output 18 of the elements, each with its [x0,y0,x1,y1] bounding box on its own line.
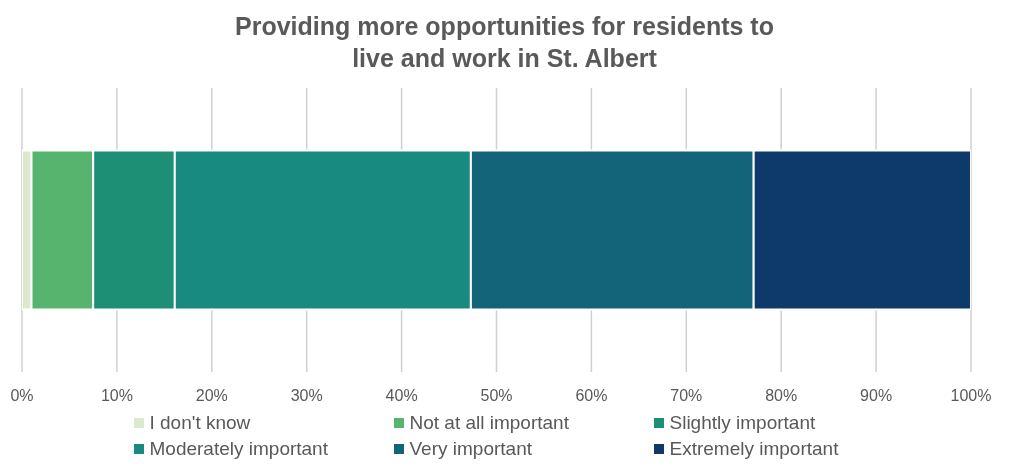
legend-label: I don't know [149,412,251,434]
legend-label: Very important [409,438,532,460]
x-tick-label: 40% [385,387,418,405]
x-tick-label: 10% [100,387,133,405]
x-tick-label: 0% [10,387,34,405]
x-tick-label: 20% [195,387,228,405]
legend-label: Moderately important [149,438,328,460]
legend-label: Extremely important [669,438,839,460]
x-tick-label: 70% [670,387,703,405]
x-tick-label: 80% [765,387,798,405]
x-tick-label: 60% [575,387,608,405]
x-tick-label: 30% [290,387,323,405]
x-tick-label: 50% [480,387,513,405]
legend-label: Slightly important [669,412,816,434]
x-tick-label: 100% [950,387,992,405]
legend-label: Not at all important [409,412,569,434]
chart-title: Providing more opportunities for residents to live and work in St. Albert [234,11,775,74]
x-tick-label: 90% [860,387,893,405]
